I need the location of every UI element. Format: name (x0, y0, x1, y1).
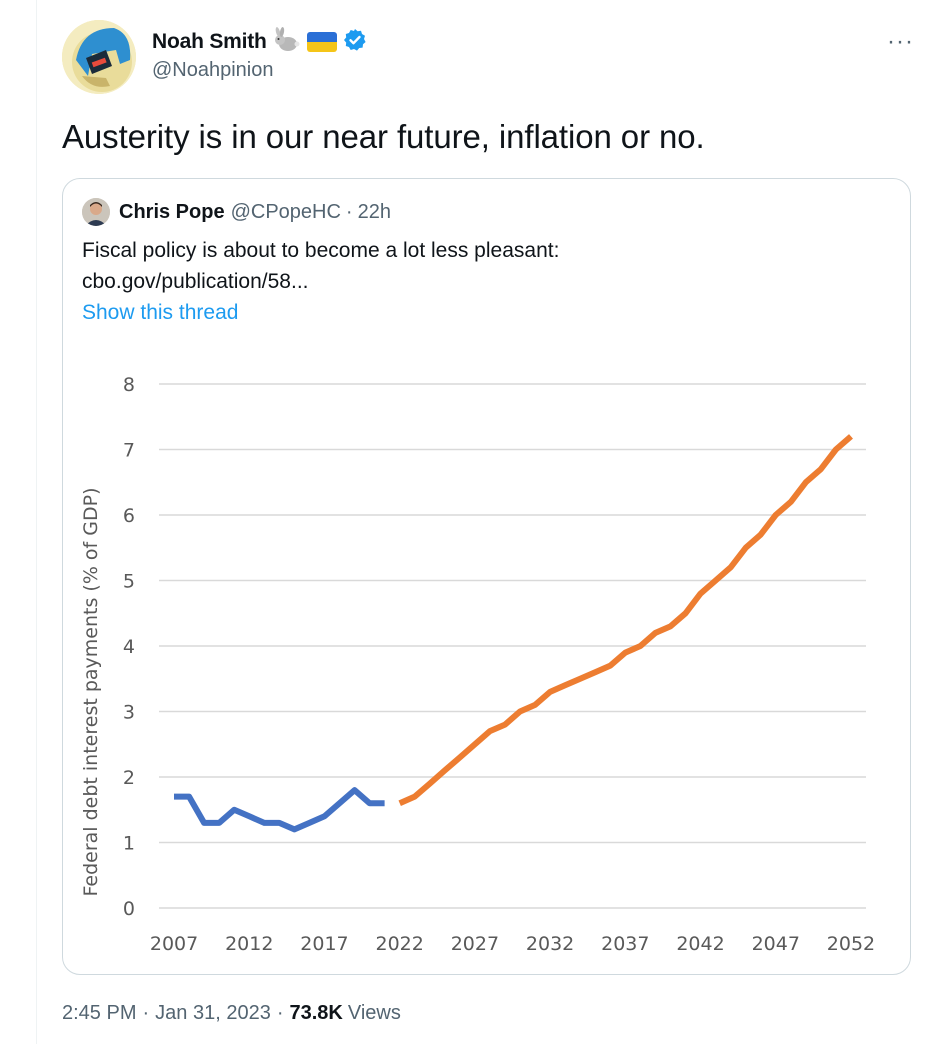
x-tick-label: 2007 (150, 933, 198, 955)
chart-series (174, 434, 853, 833)
display-name[interactable]: Noah Smith (152, 30, 267, 53)
show-thread-link[interactable]: Show this thread (82, 301, 239, 324)
separator-dot: · (345, 200, 353, 223)
quoted-link[interactable]: cbo.gov/publication/58... (82, 270, 309, 293)
separator-dot: · (276, 1002, 284, 1024)
quoted-time: 22h (357, 200, 391, 223)
chart-gridlines (159, 383, 866, 909)
name-row: Noah Smith (152, 26, 367, 58)
quoted-text-line: Fiscal policy is about to become a lot l… (82, 239, 560, 262)
x-tick-label: 2037 (601, 933, 649, 955)
y-tick-label: 0 (123, 898, 135, 920)
projected-series-line (398, 434, 853, 806)
y-axis-ticks: 0 1 2 3 4 5 6 7 8 (123, 374, 135, 920)
author-handle[interactable]: @Noahpinion (152, 59, 274, 81)
separator-dot: · (142, 1002, 150, 1024)
quoted-avatar (82, 198, 110, 226)
views-count: 73.8K (289, 1002, 343, 1024)
author-info: Noah Smith @Noah (152, 26, 367, 82)
x-tick-label: 2052 (827, 933, 875, 955)
x-tick-label: 2022 (376, 933, 424, 955)
y-tick-label: 3 (123, 702, 135, 724)
y-tick-label: 1 (123, 833, 135, 855)
y-tick-label: 5 (123, 571, 135, 593)
quoted-handle: @CPopeHC (230, 200, 341, 223)
x-tick-label: 2012 (225, 933, 273, 955)
y-tick-label: 6 (123, 505, 135, 527)
avatar-image (62, 20, 136, 94)
quoted-tweet[interactable]: Chris Pope @CPopeHC · 22h Fiscal policy … (62, 178, 911, 975)
x-tick-label: 2042 (676, 933, 724, 955)
ukraine-flag-icon (306, 32, 337, 52)
quoted-text: Fiscal policy is about to become a lot l… (82, 235, 862, 297)
x-tick-label: 2027 (451, 933, 499, 955)
more-options-icon[interactable]: ··· (887, 28, 914, 55)
x-tick-label: 2032 (526, 933, 574, 955)
tweet-metadata: 2:45 PM · Jan 31, 2023 · 73.8K Views (62, 1002, 401, 1025)
y-tick-label: 4 (123, 636, 135, 658)
x-axis-ticks: 2007 2012 2017 2022 2027 2032 2037 2042 2047 2052 (150, 933, 875, 955)
views-label: Views (347, 1002, 401, 1024)
tweet-time[interactable]: 2:45 PM (62, 1002, 137, 1024)
tweet-date[interactable]: Jan 31, 2023 (155, 1002, 271, 1024)
historical-series-line (174, 787, 385, 833)
y-axis-label: Federal debt interest payments (% of GDP… (80, 488, 102, 897)
y-tick-label: 7 (123, 440, 135, 462)
avatar[interactable] (62, 20, 136, 94)
x-tick-label: 2017 (300, 933, 348, 955)
rabbit-icon (273, 26, 301, 58)
y-tick-label: 2 (123, 767, 135, 789)
x-tick-label: 2047 (752, 933, 800, 955)
quoted-display-name: Chris Pope (119, 200, 225, 223)
verified-badge-icon[interactable] (343, 28, 367, 57)
y-tick-label: 8 (123, 374, 135, 396)
tweet-text: Austerity is in our near future, inflati… (62, 118, 705, 155)
quoted-tweet-header: Chris Pope @CPopeHC · 22h (82, 198, 391, 226)
timeline-divider (36, 0, 37, 1044)
